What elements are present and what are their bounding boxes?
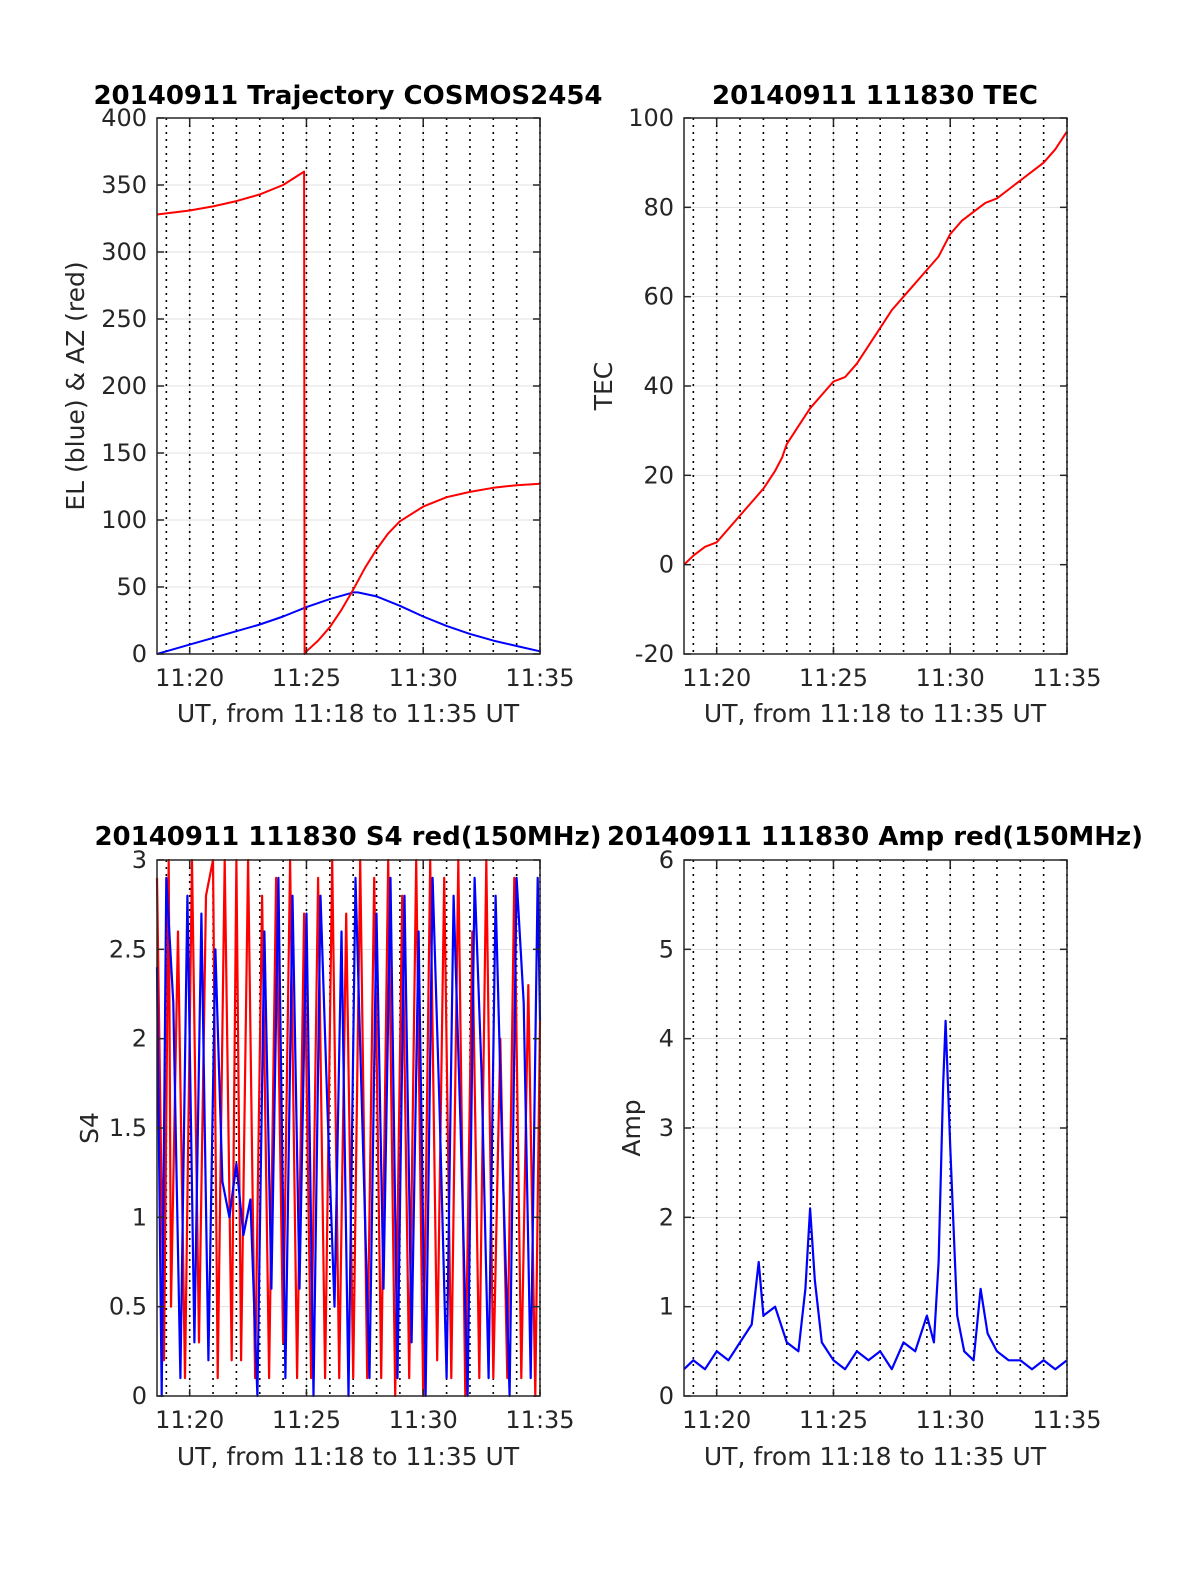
- trajectory-y-tick-label: 400: [101, 104, 147, 132]
- trajectory-y-tick-label: 350: [101, 171, 147, 199]
- amp-chart-title: 20140911 111830 Amp red(150MHz): [607, 822, 1143, 852]
- s4-y-tick-label: 0: [132, 1382, 147, 1410]
- tec-grid: [684, 117, 1068, 655]
- amp-series: [683, 1019, 1068, 1371]
- amp-y-axis-label: Amp: [617, 1099, 646, 1156]
- trajectory-chart-title: 20140911 Trajectory COSMOS2454: [93, 81, 602, 111]
- tec-y-tick-label: 60: [643, 283, 674, 311]
- trajectory-x-tick-label: 11:35: [505, 664, 574, 692]
- trajectory-y-tick-label: 300: [101, 238, 147, 266]
- trajectory-y-tick-label: 100: [101, 506, 147, 534]
- tec-y-tick-label: 40: [643, 372, 674, 400]
- s4-ticks: 11:20 11:25 11:30 11:35 0 0.5 1 1.5 2 2.5 3: [109, 846, 575, 1434]
- trajectory-x-tick-label: 11:20: [155, 664, 224, 692]
- tec-x-tick-label: 11:25: [799, 664, 868, 692]
- trajectory-y-tick-label: 250: [101, 305, 147, 333]
- tec-ticks: 11:20 11:25 11:30 11:35 -20 0 20 40 60 80 100: [628, 104, 1101, 692]
- panel-s4: 11:20 11:25 11:30 11:35 0 0.5 1 1.5 2 2.5 3 201409…: [75, 822, 602, 1471]
- tec-x-tick-label: 11:30: [916, 664, 985, 692]
- tec-y-tick-label: -20: [635, 640, 674, 668]
- amp-y-tick-label: 1: [659, 1293, 674, 1321]
- s4-y-tick-label: 0.5: [109, 1293, 147, 1321]
- trajectory-x-tick-label: 11:30: [389, 664, 458, 692]
- tec-chart-title: 20140911 111830 TEC: [712, 81, 1038, 111]
- trajectory-series-line-0: [156, 591, 541, 655]
- trajectory-y-tick-label: 0: [132, 640, 147, 668]
- amp-y-tick-label: 2: [659, 1203, 674, 1231]
- trajectory-y-tick-label: 200: [101, 372, 147, 400]
- amp-y-tick-label: 0: [659, 1382, 674, 1410]
- amp-x-axis-label: UT, from 11:18 to 11:35 UT: [704, 1442, 1047, 1471]
- amp-y-tick-label: 5: [659, 935, 674, 963]
- amp-x-tick-label: 11:35: [1032, 1406, 1101, 1434]
- s4-y-tick-label: 1: [132, 1203, 147, 1231]
- trajectory-series-line-1: [156, 170, 541, 655]
- trajectory-x-axis-label: UT, from 11:18 to 11:35 UT: [177, 699, 520, 728]
- s4-y-tick-label: 1.5: [109, 1114, 147, 1142]
- trajectory-x-tick-label: 11:25: [272, 664, 341, 692]
- s4-y-axis-label: S4: [75, 1112, 104, 1144]
- tec-y-tick-label: 100: [628, 104, 674, 132]
- tec-series: [683, 130, 1068, 566]
- s4-y-tick-label: 2: [132, 1025, 147, 1053]
- tec-x-tick-label: 11:20: [682, 664, 751, 692]
- panel-trajectory: 11:20 11:25 11:30 11:35 0 50 100 150 200 250 300 35…: [61, 81, 603, 728]
- s4-y-tick-label: 3: [132, 846, 147, 874]
- tec-y-tick-label: 80: [643, 193, 674, 221]
- s4-x-tick-label: 11:20: [155, 1406, 224, 1434]
- amp-y-tick-label: 3: [659, 1114, 674, 1142]
- trajectory-series: [156, 170, 541, 655]
- amp-x-tick-label: 11:25: [799, 1406, 868, 1434]
- panel-tec: 11:20 11:25 11:30 11:35 -20 0 20 40 60 80 100 2014…: [589, 81, 1102, 728]
- s4-x-tick-label: 11:30: [389, 1406, 458, 1434]
- s4-y-tick-label: 2.5: [109, 935, 147, 963]
- s4-x-tick-label: 11:25: [272, 1406, 341, 1434]
- amp-x-tick-label: 11:20: [682, 1406, 751, 1434]
- s4-x-tick-label: 11:35: [505, 1406, 574, 1434]
- tec-x-axis-label: UT, from 11:18 to 11:35 UT: [704, 699, 1047, 728]
- trajectory-y-axis-label: EL (blue) & AZ (red): [61, 261, 90, 510]
- amp-ticks: 11:20 11:25 11:30 11:35 0 1 2 3 4 5 6: [659, 846, 1102, 1434]
- s4-x-axis-label: UT, from 11:18 to 11:35 UT: [177, 1442, 520, 1471]
- panel-amp: 11:20 11:25 11:30 11:35 0 1 2 3 4 5 6 20140911 111…: [607, 822, 1143, 1471]
- tec-y-axis-label: TEC: [589, 362, 618, 412]
- amp-series-line-0: [683, 1019, 1068, 1371]
- s4-series-line-0: [155, 858, 542, 1398]
- tec-x-tick-label: 11:35: [1032, 664, 1101, 692]
- s4-chart-title: 20140911 111830 S4 red(150MHz): [94, 822, 601, 852]
- trajectory-y-tick-label: 50: [116, 573, 147, 601]
- trajectory-ticks: 11:20 11:25 11:30 11:35 0 50 100 150 200 250 300 35…: [101, 104, 574, 692]
- amp-y-tick-label: 6: [659, 846, 674, 874]
- amp-x-tick-label: 11:30: [916, 1406, 985, 1434]
- tec-y-tick-label: 20: [643, 461, 674, 489]
- tec-y-tick-label: 0: [659, 551, 674, 579]
- trajectory-y-tick-label: 150: [101, 439, 147, 467]
- tec-series-line-0: [683, 130, 1068, 566]
- amp-y-tick-label: 4: [659, 1025, 674, 1053]
